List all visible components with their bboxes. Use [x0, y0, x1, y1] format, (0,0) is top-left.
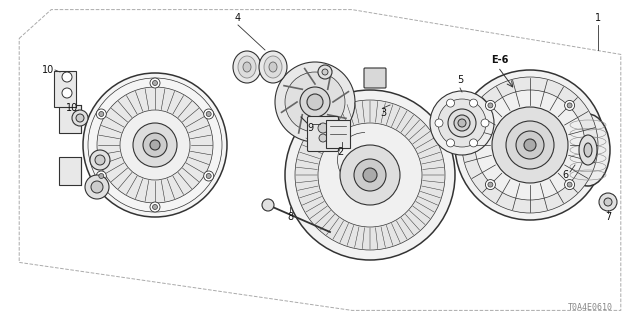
Circle shape [475, 90, 585, 200]
Circle shape [567, 103, 572, 108]
Circle shape [599, 193, 617, 211]
Circle shape [604, 198, 612, 206]
Circle shape [448, 109, 476, 137]
Circle shape [492, 107, 568, 183]
Circle shape [91, 181, 103, 193]
Circle shape [435, 119, 443, 127]
Circle shape [285, 90, 455, 260]
Text: 6: 6 [562, 170, 568, 180]
Circle shape [206, 173, 211, 179]
Text: 10: 10 [42, 65, 54, 75]
FancyBboxPatch shape [364, 68, 386, 88]
Circle shape [318, 65, 332, 79]
FancyBboxPatch shape [59, 157, 81, 185]
Circle shape [470, 99, 477, 107]
Circle shape [430, 91, 494, 155]
Circle shape [438, 99, 486, 147]
Ellipse shape [579, 135, 597, 165]
Circle shape [462, 77, 598, 213]
Circle shape [564, 180, 575, 189]
Ellipse shape [238, 56, 256, 78]
Text: 1: 1 [595, 13, 601, 23]
FancyBboxPatch shape [54, 71, 76, 107]
Text: 5: 5 [457, 75, 463, 85]
Text: 4: 4 [235, 13, 241, 23]
Circle shape [322, 69, 328, 75]
Circle shape [295, 100, 445, 250]
Circle shape [204, 171, 214, 181]
Circle shape [90, 150, 110, 170]
Circle shape [485, 100, 495, 110]
Circle shape [340, 145, 400, 205]
Circle shape [363, 168, 377, 182]
Circle shape [62, 72, 72, 82]
Circle shape [488, 182, 493, 187]
Text: 8: 8 [287, 212, 293, 222]
Circle shape [76, 114, 84, 122]
Ellipse shape [243, 62, 251, 72]
Circle shape [458, 119, 466, 127]
Circle shape [564, 100, 575, 110]
Circle shape [120, 110, 190, 180]
FancyBboxPatch shape [326, 120, 350, 148]
Text: 7: 7 [605, 212, 611, 222]
Circle shape [354, 159, 386, 191]
Circle shape [524, 139, 536, 151]
Circle shape [455, 70, 605, 220]
Circle shape [485, 180, 495, 189]
Circle shape [318, 123, 422, 227]
Circle shape [506, 121, 554, 169]
Text: T0A4E0610: T0A4E0610 [568, 302, 612, 311]
Circle shape [95, 155, 105, 165]
Circle shape [262, 199, 274, 211]
Circle shape [97, 87, 213, 203]
Circle shape [447, 99, 454, 107]
Circle shape [470, 139, 477, 147]
Circle shape [204, 109, 214, 119]
Circle shape [447, 139, 454, 147]
Circle shape [99, 173, 104, 179]
Circle shape [83, 73, 227, 217]
Circle shape [96, 109, 106, 119]
Circle shape [150, 78, 160, 88]
Circle shape [481, 119, 489, 127]
Text: 2: 2 [337, 147, 343, 157]
Text: E-6: E-6 [492, 55, 509, 65]
Circle shape [206, 111, 211, 116]
Circle shape [150, 202, 160, 212]
Circle shape [300, 87, 330, 117]
Ellipse shape [259, 51, 287, 83]
Text: 9: 9 [307, 123, 313, 133]
Circle shape [99, 111, 104, 116]
Circle shape [567, 182, 572, 187]
Circle shape [133, 123, 177, 167]
Circle shape [85, 175, 109, 199]
Circle shape [516, 131, 544, 159]
Ellipse shape [269, 62, 277, 72]
Circle shape [307, 94, 323, 110]
Circle shape [275, 62, 355, 142]
Circle shape [285, 72, 345, 132]
Circle shape [488, 103, 493, 108]
Text: 3: 3 [380, 108, 386, 118]
Circle shape [152, 81, 157, 85]
Circle shape [454, 115, 470, 131]
Circle shape [62, 88, 72, 98]
Ellipse shape [233, 51, 261, 83]
Circle shape [152, 204, 157, 210]
Circle shape [318, 123, 328, 133]
Circle shape [72, 110, 88, 126]
Circle shape [319, 134, 327, 142]
Circle shape [143, 133, 167, 157]
FancyBboxPatch shape [307, 116, 339, 151]
Ellipse shape [566, 114, 610, 186]
Text: 10: 10 [66, 103, 78, 113]
FancyBboxPatch shape [59, 105, 81, 133]
Circle shape [150, 140, 160, 150]
Ellipse shape [584, 143, 592, 157]
Ellipse shape [264, 56, 282, 78]
Circle shape [96, 171, 106, 181]
